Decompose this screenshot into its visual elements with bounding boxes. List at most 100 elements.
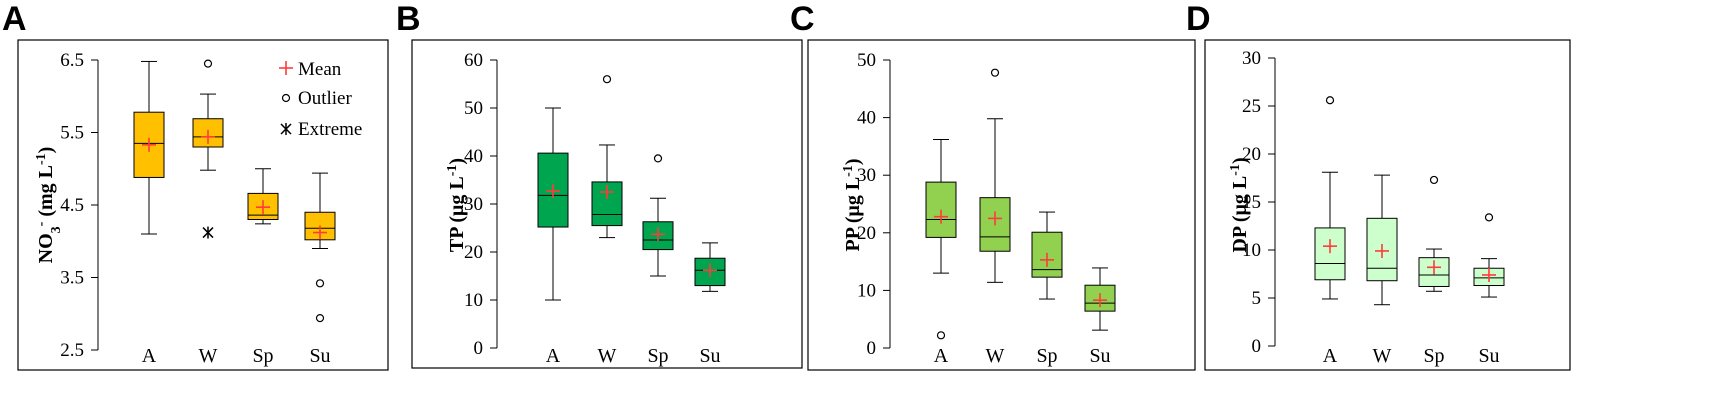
y-axis-title-part: -1 — [445, 165, 460, 177]
x-category-label: W — [199, 345, 218, 367]
y-axis-title: NO3- (mg L-1) — [34, 147, 64, 264]
panel-A: A 2.5 3.5 4.5 5.5 6.5 NO3- (mg L-1) A W Sp Su Mean O… — [2, 0, 389, 371]
y-axis-title-part: NO — [35, 233, 57, 263]
box-Su — [694, 242, 726, 292]
y-tick-label: 2.5 — [60, 340, 84, 361]
x-category-label: Sp — [252, 345, 273, 367]
legend-extreme-label: Extreme — [298, 119, 362, 140]
x-category-label: A — [934, 345, 949, 367]
y-tick-label: 15 — [1242, 192, 1261, 213]
x-category-label: Su — [1478, 345, 1499, 367]
box-Sp — [642, 154, 674, 277]
y-tick-label: 5 — [1252, 288, 1262, 309]
y-tick-label: 30 — [1242, 48, 1261, 69]
outlier-point — [602, 75, 612, 84]
box-A — [925, 138, 957, 340]
plot-frame — [807, 39, 1196, 371]
y-tick-label: 10 — [1242, 240, 1261, 261]
y-axis-title-part: ) — [446, 158, 468, 165]
y-axis-title-part: ) — [842, 158, 864, 165]
box-Sp — [247, 168, 279, 225]
iqr-box — [1314, 227, 1346, 281]
y-tick-label: 30 — [857, 165, 876, 186]
box-A — [1314, 96, 1346, 300]
x-category-label: W — [1373, 345, 1392, 367]
x-category-label: Su — [309, 345, 330, 367]
x-category-label: W — [598, 345, 617, 367]
plot-frame — [411, 39, 803, 369]
legend-mean-label: Mean — [298, 59, 342, 80]
x-category-label: A — [546, 345, 561, 367]
y-tick-label: 3.5 — [60, 268, 84, 289]
x-category-label: A — [1323, 345, 1338, 367]
box-A — [537, 107, 569, 301]
y-tick-label: 0 — [867, 338, 877, 359]
y-axis-title: DP (μg L-1) — [1228, 157, 1252, 252]
outlier-point — [936, 331, 946, 340]
legend-outlier-label: Outlier — [298, 88, 352, 109]
panel-letter: A — [2, 0, 27, 38]
box-Sp — [1418, 175, 1450, 292]
x-category-label: Sp — [1423, 345, 1444, 367]
y-tick-label: 25 — [1242, 96, 1261, 117]
x-category-label: W — [986, 345, 1005, 367]
x-category-label: Su — [1089, 345, 1110, 367]
box-A — [133, 60, 165, 235]
y-tick-label: 20 — [464, 242, 483, 263]
y-axis-title-text: NO3- (mg L-1) — [34, 147, 64, 264]
legend: Mean Outlier Extreme — [279, 59, 362, 140]
box-Su — [304, 172, 336, 323]
y-tick-label: 40 — [464, 146, 483, 167]
y-tick-label: 4.5 — [60, 195, 84, 216]
panel-letter: B — [396, 0, 421, 38]
y-axis-title-part: - — [34, 221, 49, 226]
y-tick-label: 20 — [1242, 144, 1261, 165]
outlier-point — [1429, 175, 1439, 185]
y-axis-title-text: PP (μg L-1) — [841, 158, 865, 251]
plot-frame — [17, 39, 389, 371]
y-axis-title-text: DP (μg L-1) — [1228, 157, 1252, 252]
y-axis-title-part: -1 — [1228, 164, 1243, 176]
x-category-label: A — [142, 345, 157, 367]
legend-outlier-marker — [281, 93, 291, 103]
outlier-point — [315, 314, 325, 323]
box-Sp — [1031, 211, 1063, 300]
y-axis-title-part: PP (μg L — [842, 177, 864, 252]
y-axis-title-part: -1 — [841, 165, 856, 177]
y-axis-title-part: (mg L — [35, 165, 57, 222]
outlier-point — [653, 154, 663, 163]
box-W — [591, 75, 623, 239]
box-W — [192, 59, 224, 239]
outlier-point — [203, 59, 213, 68]
panel-letter: C — [790, 0, 815, 38]
box-Su — [1473, 213, 1505, 298]
y-axis-title: PP (μg L-1) — [841, 158, 865, 251]
panel-letter: D — [1186, 0, 1211, 38]
x-category-label: Sp — [647, 345, 668, 367]
y-axis-title-text: TP (μg L-1) — [445, 158, 469, 252]
y-tick-label: 10 — [464, 290, 483, 311]
y-axis-title-part: 3 — [49, 226, 64, 233]
y-axis-title-part: -1 — [34, 153, 49, 165]
panel-D: D 0 5 10 15 20 25 30 DP (μg L-1) A W Sp Su — [1186, 0, 1571, 371]
x-category-label: Su — [699, 345, 720, 367]
panel-B: B 0 10 20 30 40 50 60 TP (μg L-1) A W Sp Su — [396, 0, 803, 369]
y-tick-label: 0 — [474, 338, 484, 359]
panel-C: C 0 10 20 30 40 50 PP (μg L-1) A W Sp Su — [790, 0, 1196, 371]
y-tick-label: 10 — [857, 280, 876, 301]
outlier-point — [1325, 96, 1335, 105]
y-axis-title: TP (μg L-1) — [445, 158, 469, 252]
y-axis-title-part: TP (μg L — [446, 176, 468, 252]
box-W — [979, 68, 1011, 283]
y-tick-label: 6.5 — [60, 50, 84, 71]
x-category-label: Sp — [1036, 345, 1057, 367]
y-tick-label: 60 — [464, 50, 483, 71]
box-Su — [1084, 267, 1116, 331]
outlier-point — [1484, 213, 1494, 222]
y-tick-label: 30 — [464, 194, 483, 215]
y-tick-label: 0 — [1252, 336, 1262, 357]
y-axis-title-part: ) — [1229, 157, 1251, 164]
y-tick-label: 5.5 — [60, 123, 84, 144]
y-tick-label: 50 — [857, 50, 876, 71]
